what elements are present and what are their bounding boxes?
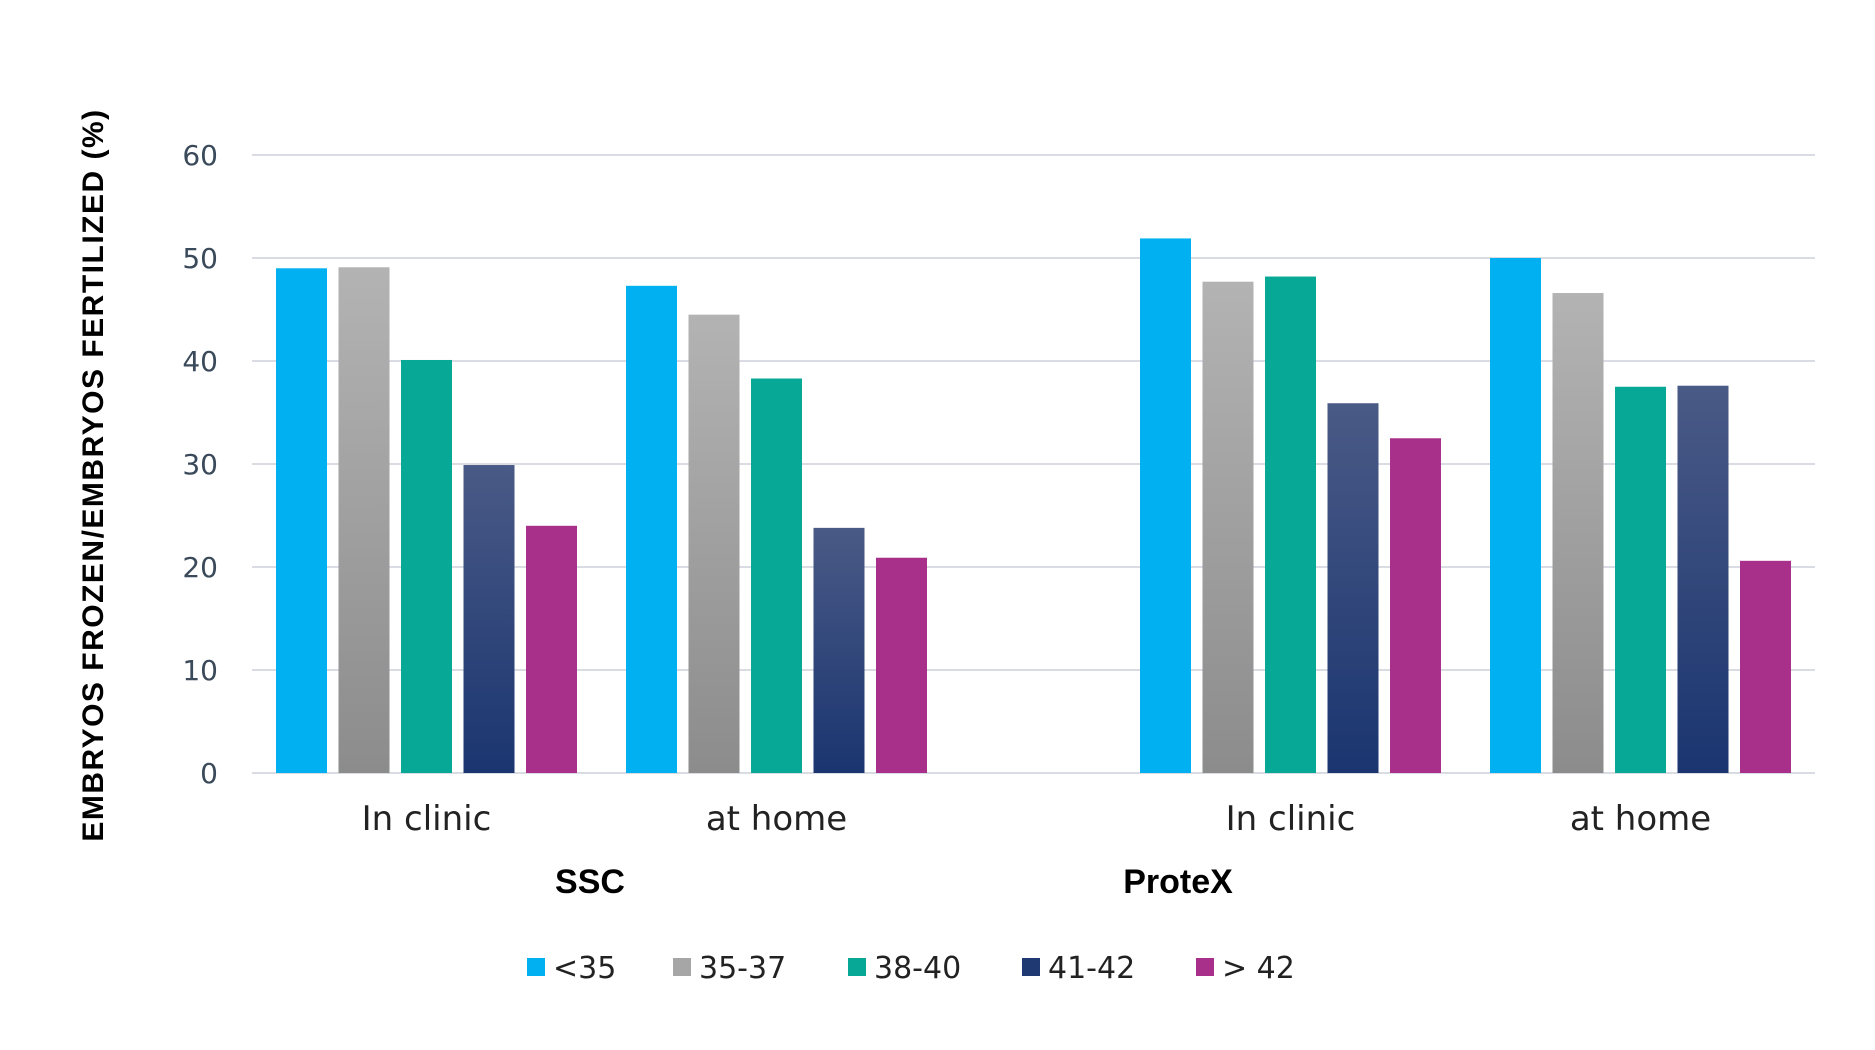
x-axis-categories: In clinic at home In clinic at home — [362, 799, 1712, 839]
bar — [1327, 403, 1379, 773]
y-tick-label: 50 — [182, 242, 218, 275]
legend-label: 35-37 — [699, 951, 786, 986]
bar — [1490, 258, 1541, 773]
legend-label: > 42 — [1222, 951, 1295, 986]
bars — [276, 238, 1791, 773]
legend: <35 35-37 38-40 41-42 > 42 — [527, 951, 1295, 986]
bar — [1390, 438, 1441, 773]
bar — [1740, 560, 1791, 773]
legend-swatch — [1022, 958, 1040, 976]
legend-label: 41-42 — [1048, 951, 1135, 986]
legend-label: 38-40 — [874, 951, 961, 986]
bar — [751, 378, 802, 773]
y-axis-ticks: 0 10 20 30 40 50 60 — [182, 139, 218, 790]
x-category-label: at home — [1570, 799, 1711, 839]
group-label: SSC — [555, 863, 625, 901]
bar — [276, 268, 327, 773]
legend-swatch — [527, 958, 545, 976]
bar — [813, 527, 865, 773]
x-axis-groups: SSC ProteX — [555, 863, 1233, 901]
y-tick-label: 60 — [182, 139, 218, 172]
y-axis-title: EMBRYOS FROZEN/EMBRYOS FERTILIZED (%) — [77, 108, 110, 841]
y-tick-label: 0 — [200, 757, 218, 790]
legend-swatch — [848, 958, 866, 976]
legend-swatch — [1196, 958, 1214, 976]
y-tick-label: 10 — [182, 654, 218, 687]
bar — [1552, 293, 1604, 773]
legend-swatch — [673, 958, 691, 976]
bar — [1265, 276, 1316, 773]
bar — [338, 267, 390, 773]
legend-label: <35 — [553, 951, 616, 986]
bar — [688, 314, 740, 773]
bar — [1140, 238, 1191, 773]
x-category-label: In clinic — [362, 799, 492, 839]
bar — [1202, 281, 1254, 773]
y-tick-label: 20 — [182, 551, 218, 584]
bar — [1677, 385, 1729, 773]
y-tick-label: 40 — [182, 345, 218, 378]
bar — [463, 465, 515, 773]
bar — [526, 525, 577, 773]
x-category-label: at home — [706, 799, 847, 839]
group-label: ProteX — [1123, 863, 1233, 901]
bar — [876, 557, 927, 773]
y-tick-label: 30 — [182, 448, 218, 481]
bar — [401, 359, 452, 773]
bar — [1615, 386, 1666, 773]
bar — [626, 285, 677, 773]
x-category-label: In clinic — [1226, 799, 1356, 839]
